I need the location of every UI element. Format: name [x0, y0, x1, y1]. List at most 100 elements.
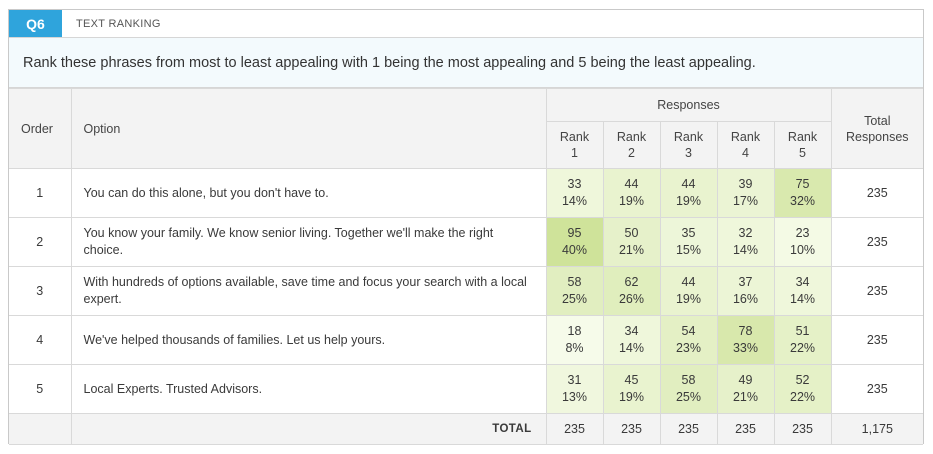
- column-header-responses: Responses: [545, 88, 832, 122]
- rank-cell: 49 21%: [716, 364, 775, 414]
- rank-header-word: Rank: [673, 130, 704, 144]
- rank-cell: 95 40%: [545, 217, 604, 267]
- row-total-responses: 235: [830, 315, 924, 365]
- rank-cell: 23 10%: [773, 217, 832, 267]
- rank-cell: 18 8%: [545, 315, 604, 365]
- rank-percent: 40%: [561, 243, 588, 257]
- row-order: 4: [9, 315, 72, 365]
- rank-header-number: 2: [628, 146, 635, 160]
- column-header-rank-4: Rank 4: [716, 121, 775, 169]
- footer-rank-total: 235: [602, 413, 661, 445]
- rank-cell: 54 23%: [659, 315, 718, 365]
- rank-percent: 14%: [561, 194, 588, 208]
- rank-percent: 19%: [618, 194, 645, 208]
- footer-rank-total: 235: [773, 413, 832, 445]
- rank-cell: 33 14%: [545, 168, 604, 218]
- rank-header-number: 3: [685, 146, 692, 160]
- rank-count: 58: [567, 275, 582, 289]
- rank-count: 37: [738, 275, 753, 289]
- rank-cell: 39 17%: [716, 168, 775, 218]
- rank-cell: 58 25%: [545, 266, 604, 316]
- rank-percent: 14%: [790, 292, 816, 306]
- table-row: 5 Local Experts. Trusted Advisors. 31 13% 45…: [9, 364, 924, 414]
- rank-count: 39: [738, 177, 753, 191]
- rank-count: 75: [795, 177, 810, 191]
- rank-count: 54: [681, 324, 696, 338]
- table-row: 1 You can do this alone, but you don't ha…: [9, 168, 924, 218]
- rank-percent: 13%: [561, 390, 588, 404]
- rank-count: 44: [681, 275, 696, 289]
- rank-header-word: Rank: [730, 130, 761, 144]
- rank-count: 58: [681, 373, 696, 387]
- rank-count: 51: [795, 324, 810, 338]
- rank-count: 34: [624, 324, 639, 338]
- footer-rank-total: 235: [659, 413, 718, 445]
- rank-count: 44: [624, 177, 639, 191]
- rank-cell: 50 21%: [602, 217, 661, 267]
- row-option-text: We've helped thousands of families. Let …: [70, 315, 547, 365]
- row-option-text: You know your family. We know senior liv…: [70, 217, 547, 267]
- rank-percent: 14%: [618, 341, 645, 355]
- total-header-line2: Responses: [846, 129, 909, 144]
- question-number-badge: Q6: [9, 10, 62, 37]
- column-header-option: Option: [70, 88, 547, 169]
- question-header: Q6 TEXT RANKING: [9, 10, 923, 38]
- rank-count: 49: [738, 373, 753, 387]
- rank-header-number: 4: [742, 146, 749, 160]
- footer-total-label: TOTAL: [70, 413, 547, 445]
- question-type-label: TEXT RANKING: [76, 17, 161, 30]
- row-option-text: With hundreds of options available, save…: [70, 266, 547, 316]
- rank-cell: 44 19%: [659, 168, 718, 218]
- rank-percent: 16%: [732, 292, 759, 306]
- rank-cell: 78 33%: [716, 315, 775, 365]
- row-order: 1: [9, 168, 72, 218]
- rank-cell: 34 14%: [773, 266, 832, 316]
- rank-count: 34: [795, 275, 810, 289]
- rank-count: 31: [567, 373, 582, 387]
- question-card: Q6 TEXT RANKING Rank these phrases from …: [8, 9, 924, 445]
- rank-percent: 25%: [675, 390, 702, 404]
- footer-grand-total: 1,175: [830, 413, 924, 445]
- rank-percent: 22%: [790, 341, 816, 355]
- rank-percent: 14%: [732, 243, 759, 257]
- table-row: 4 We've helped thousands of families. Let…: [9, 315, 924, 365]
- rank-percent: 21%: [618, 243, 645, 257]
- rank-cell: 31 13%: [545, 364, 604, 414]
- rank-count: 50: [624, 226, 639, 240]
- rank-cell: 62 26%: [602, 266, 661, 316]
- rank-cell: 58 25%: [659, 364, 718, 414]
- rank-percent: 23%: [675, 341, 702, 355]
- rank-cell: 34 14%: [602, 315, 661, 365]
- rank-cell: 32 14%: [716, 217, 775, 267]
- rank-header-word: Rank: [616, 130, 647, 144]
- rank-header-number: 5: [799, 146, 806, 160]
- row-total-responses: 235: [830, 217, 924, 267]
- column-header-order: Order: [9, 88, 72, 169]
- rank-count: 62: [624, 275, 639, 289]
- row-option-text: You can do this alone, but you don't hav…: [70, 168, 547, 218]
- rank-count: 33: [567, 177, 582, 191]
- rank-count: 95: [567, 226, 582, 240]
- rank-count: 78: [738, 324, 753, 338]
- rank-percent: 21%: [732, 390, 759, 404]
- row-order: 2: [9, 217, 72, 267]
- row-total-responses: 235: [830, 168, 924, 218]
- rank-cell: 75 32%: [773, 168, 832, 218]
- rank-header-number: 1: [571, 146, 578, 160]
- question-prompt: Rank these phrases from most to least ap…: [9, 38, 923, 88]
- table-row: 3 With hundreds of options available, sav…: [9, 266, 924, 316]
- row-order: 3: [9, 266, 72, 316]
- ranking-results-table: Order Option Responses Total Responses R…: [9, 88, 924, 445]
- footer-rank-total: 235: [545, 413, 604, 445]
- column-header-rank-2: Rank 2: [602, 121, 661, 169]
- rank-cell: 51 22%: [773, 315, 832, 365]
- rank-percent: 19%: [675, 292, 702, 306]
- rank-count: 45: [624, 373, 639, 387]
- rank-percent: 25%: [561, 292, 588, 306]
- rank-cell: 44 19%: [602, 168, 661, 218]
- rank-header-word: Rank: [559, 130, 590, 144]
- footer-empty-cell: [9, 413, 72, 445]
- rank-percent: 8%: [565, 341, 584, 355]
- rank-cell: 52 22%: [773, 364, 832, 414]
- row-total-responses: 235: [830, 266, 924, 316]
